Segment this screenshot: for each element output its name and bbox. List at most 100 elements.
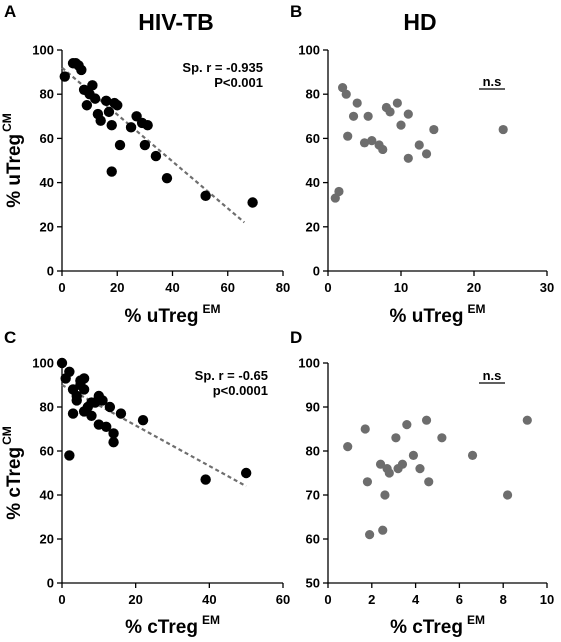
y-tick-label: 0	[313, 264, 320, 279]
x-tick-label: 10	[540, 592, 554, 607]
y-tick-label: 20	[306, 219, 320, 234]
data-point	[78, 373, 90, 384]
data-point	[348, 111, 359, 121]
data-point	[437, 433, 447, 443]
data-point	[139, 139, 151, 151]
data-point	[424, 477, 434, 487]
data-point	[334, 186, 344, 197]
data-point	[365, 530, 375, 540]
panel-letter-a: A	[4, 2, 16, 21]
data-point	[87, 80, 98, 91]
y-tick-label: 80	[306, 87, 320, 102]
data-point	[59, 71, 70, 82]
data-point	[112, 100, 123, 111]
data-point	[150, 150, 162, 162]
x-tick-label: 60	[276, 592, 290, 607]
data-point	[247, 197, 258, 208]
data-point	[106, 166, 117, 177]
x-tick-label: 0	[58, 280, 65, 295]
data-point	[114, 139, 126, 151]
x-tick-label: 0	[324, 280, 331, 295]
y-tick-label: 20	[40, 532, 54, 547]
x-tick-label: 8	[500, 592, 507, 607]
x-tick-label: 4	[412, 592, 420, 607]
data-point	[81, 100, 93, 111]
data-point	[64, 366, 75, 377]
y-tick-label: 60	[306, 532, 320, 547]
data-point	[408, 450, 419, 460]
data-point	[384, 468, 394, 478]
data-point	[200, 474, 211, 485]
x-tick-label: 20	[128, 592, 142, 607]
data-point	[101, 95, 112, 107]
data-point	[97, 395, 108, 406]
panel-letter-b: B	[290, 2, 302, 21]
data-point	[137, 415, 149, 426]
y-tick-label: 100	[32, 43, 54, 58]
data-point	[362, 477, 373, 487]
data-point	[103, 106, 115, 118]
y-tick-label: 100	[298, 356, 320, 371]
y-tick-label: 0	[47, 576, 54, 591]
data-point	[391, 433, 401, 443]
x-axis-title: % cTreg EM	[125, 613, 220, 638]
trend-line	[61, 66, 246, 224]
data-point	[467, 450, 478, 460]
panel-letter-d: D	[290, 328, 302, 347]
data-point	[429, 124, 439, 135]
data-point	[522, 415, 532, 425]
x-tick-label: 6	[456, 592, 463, 607]
data-point	[378, 525, 388, 535]
panel-b: B 0 20 40 60 80 100 0 10 20 30 n.s % uTreg EM	[290, 2, 554, 327]
x-tick-label: 0	[58, 592, 65, 607]
data-point	[385, 107, 395, 117]
data-point	[101, 421, 112, 432]
data-point	[397, 459, 408, 469]
stat-annotation: n.s	[483, 368, 502, 383]
y-tick-label: 40	[40, 488, 54, 503]
x-axis-title: % cTreg EM	[390, 613, 485, 638]
data-point	[240, 467, 252, 479]
x-tick-label: 80	[276, 280, 290, 295]
x-tick-label: 40	[165, 280, 179, 295]
data-point	[76, 64, 87, 76]
data-point	[142, 119, 153, 131]
stat-annotation: p<0.0001	[213, 383, 268, 398]
data-point	[115, 408, 127, 419]
y-axis-title: % uTregCM	[0, 113, 25, 208]
x-tick-label: 60	[221, 280, 235, 295]
data-point	[89, 93, 101, 104]
x-tick-label: 20	[467, 280, 481, 295]
data-point	[343, 442, 353, 452]
data-point	[498, 124, 508, 135]
column-title-hd: HD	[403, 9, 436, 35]
y-tick-label: 70	[306, 488, 320, 503]
data-point	[421, 415, 432, 425]
data-point	[67, 408, 79, 419]
y-tick-label: 50	[306, 576, 320, 591]
y-tick-label: 40	[306, 175, 320, 190]
data-point	[343, 131, 353, 141]
data-point	[359, 138, 370, 148]
data-point	[415, 464, 425, 474]
data-point	[402, 420, 412, 430]
panel-d: D 50 60 70 80 90 100 0 2 4 6 8 10 n.s % cTreg EM	[290, 328, 554, 638]
y-tick-label: 80	[40, 400, 54, 415]
data-point	[375, 459, 386, 469]
data-point	[403, 109, 413, 119]
data-point	[360, 424, 370, 434]
data-point	[71, 395, 82, 406]
y-tick-label: 60	[306, 131, 320, 146]
data-point	[502, 490, 513, 500]
panel-letter-c: C	[4, 328, 16, 347]
data-point	[380, 490, 390, 500]
data-point	[396, 120, 406, 130]
data-point	[367, 136, 377, 146]
stat-annotation: n.s	[483, 74, 502, 89]
data-point	[403, 153, 413, 163]
y-tick-label: 0	[47, 264, 54, 279]
panel-c: C 0 20 40 60 80 100 0 20 40 60 Sp. r = -0.65p<0.000…	[0, 328, 290, 638]
data-point	[78, 384, 90, 395]
data-point	[363, 111, 373, 121]
